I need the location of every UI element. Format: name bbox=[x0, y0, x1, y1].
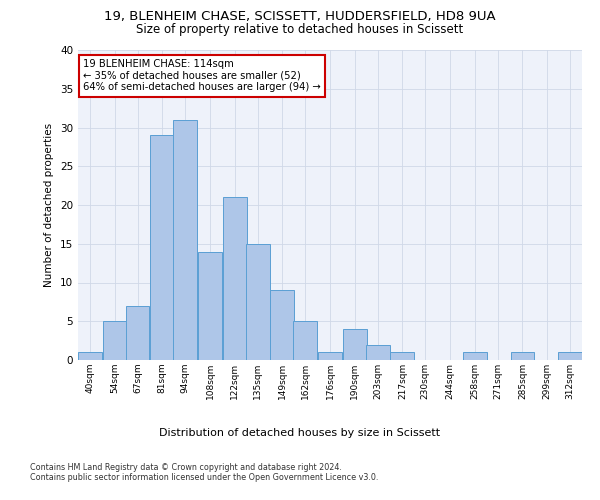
Bar bbox=[198, 252, 222, 360]
Bar bbox=[246, 244, 269, 360]
Bar bbox=[223, 197, 247, 360]
Bar bbox=[463, 352, 487, 360]
Bar bbox=[271, 290, 294, 360]
Bar bbox=[366, 344, 389, 360]
Bar bbox=[293, 322, 317, 360]
Bar bbox=[125, 306, 149, 360]
Text: Size of property relative to detached houses in Scissett: Size of property relative to detached ho… bbox=[136, 22, 464, 36]
Bar bbox=[103, 322, 127, 360]
Bar bbox=[173, 120, 197, 360]
Bar bbox=[511, 352, 535, 360]
Bar bbox=[318, 352, 342, 360]
Bar bbox=[78, 352, 102, 360]
Bar bbox=[558, 352, 582, 360]
Bar bbox=[391, 352, 414, 360]
Bar bbox=[151, 135, 174, 360]
Text: 19 BLENHEIM CHASE: 114sqm
← 35% of detached houses are smaller (52)
64% of semi-: 19 BLENHEIM CHASE: 114sqm ← 35% of detac… bbox=[83, 60, 321, 92]
Text: Contains HM Land Registry data © Crown copyright and database right 2024.
Contai: Contains HM Land Registry data © Crown c… bbox=[30, 462, 379, 482]
Text: 19, BLENHEIM CHASE, SCISSETT, HUDDERSFIELD, HD8 9UA: 19, BLENHEIM CHASE, SCISSETT, HUDDERSFIE… bbox=[104, 10, 496, 23]
Y-axis label: Number of detached properties: Number of detached properties bbox=[44, 123, 55, 287]
Bar bbox=[343, 329, 367, 360]
Text: Distribution of detached houses by size in Scissett: Distribution of detached houses by size … bbox=[160, 428, 440, 438]
